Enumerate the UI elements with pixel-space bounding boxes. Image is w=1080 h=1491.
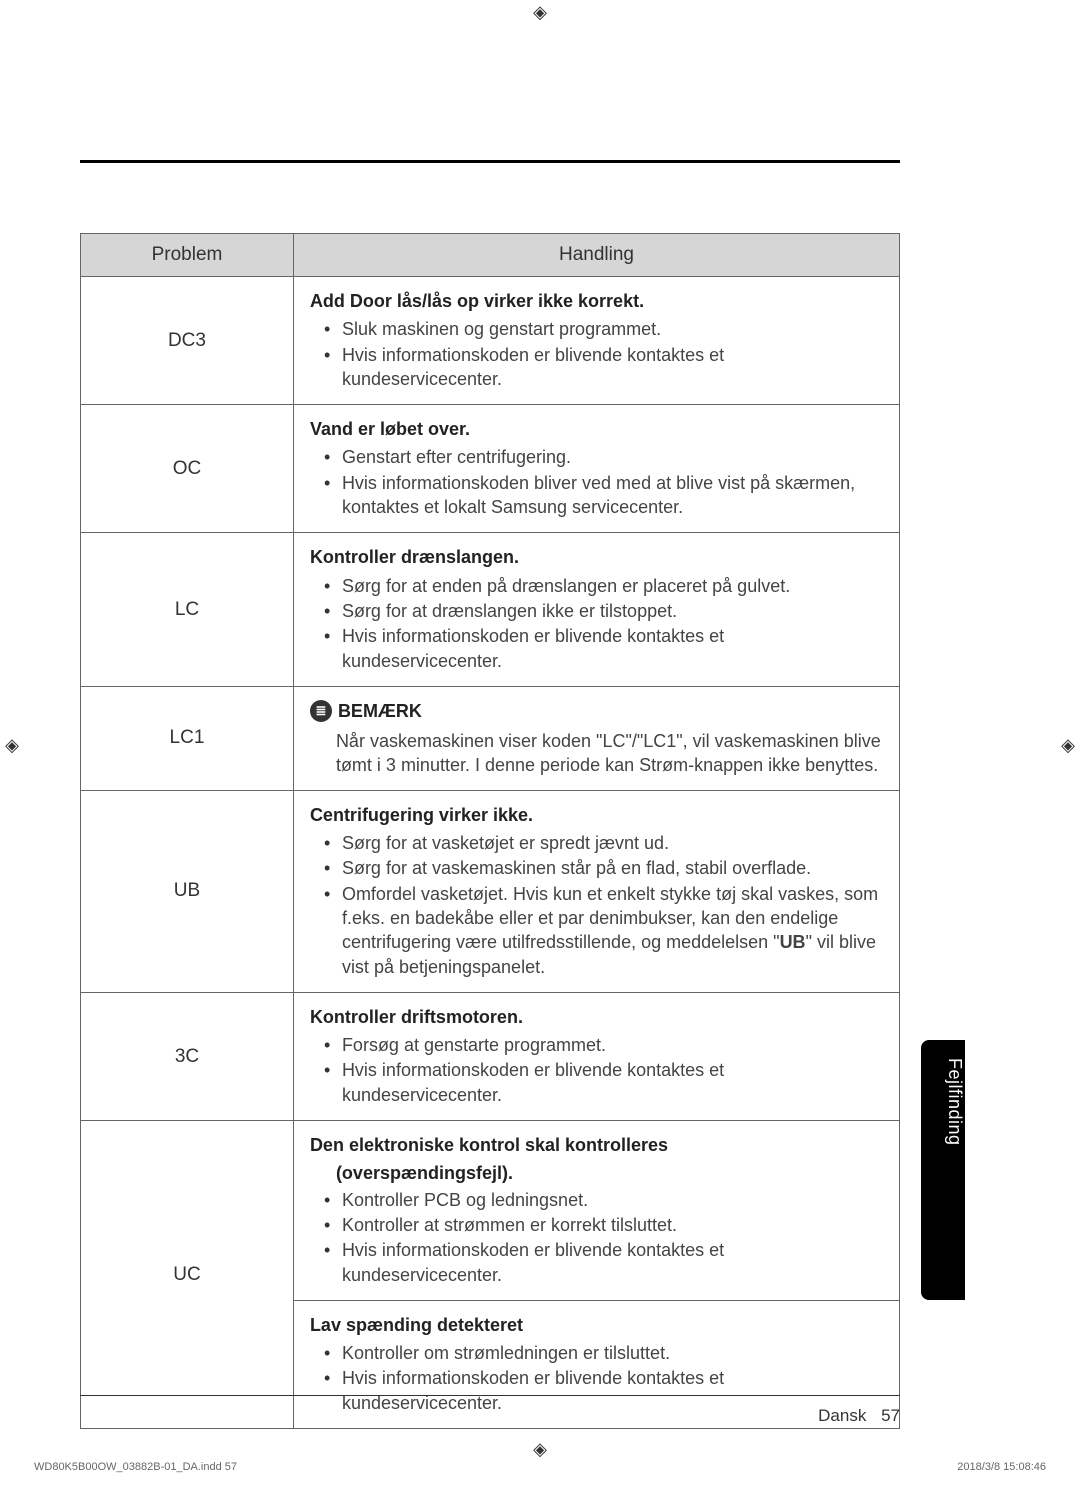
action-title: Kontroller drænslangen. bbox=[310, 545, 883, 569]
table-header-action: Handling bbox=[293, 234, 899, 277]
action-title: Vand er løbet over. bbox=[310, 417, 883, 441]
code-cell: 3C bbox=[81, 992, 294, 1120]
code-cell: LC bbox=[81, 533, 294, 686]
bullet-item: Hvis informationskoden bliver ved med at… bbox=[310, 471, 883, 520]
bullet-item: Hvis informationskoden er blivende konta… bbox=[310, 343, 883, 392]
top-rule bbox=[80, 160, 900, 163]
bullet-item: Sørg for at vasketøjet er spredt jævnt u… bbox=[310, 831, 883, 855]
action-bullets: Forsøg at genstarte programmet. Hvis inf… bbox=[310, 1033, 883, 1107]
bullet-item: Hvis informationskoden er blivende konta… bbox=[310, 1366, 883, 1415]
print-footer-right: 2018/3/8 15:08:46 bbox=[957, 1461, 1046, 1473]
table-row: LC1 ≣ BEMÆRK Når vaskemaskinen viser kod… bbox=[81, 686, 900, 790]
section-tab: Fejlfinding bbox=[921, 1040, 965, 1300]
table-body: DC3 Add Door lås/lås op virker ikke korr… bbox=[81, 277, 900, 1429]
action-title: Centrifugering virker ikke. bbox=[310, 803, 883, 827]
code-cell: UC bbox=[81, 1121, 294, 1429]
page-footer: Dansk 57 bbox=[818, 1406, 900, 1426]
table-row: 3C Kontroller driftsmotoren. Forsøg at g… bbox=[81, 992, 900, 1120]
action-bullets: Genstart efter centrifugering. Hvis info… bbox=[310, 445, 883, 519]
bullet-item: Kontroller PCB og ledningsnet. bbox=[310, 1188, 883, 1212]
code-cell: DC3 bbox=[81, 277, 294, 405]
code-cell: OC bbox=[81, 405, 294, 533]
note-header: ≣ BEMÆRK bbox=[310, 699, 883, 723]
troubleshooting-table: Problem Handling DC3 Add Door lås/lås op… bbox=[80, 233, 900, 1429]
action-bullets: Kontroller om strømledningen er tilslutt… bbox=[310, 1341, 883, 1415]
print-footer-left: WD80K5B00OW_03882B-01_DA.indd 57 bbox=[34, 1461, 237, 1473]
table-row: UB Centrifugering virker ikke. Sørg for … bbox=[81, 790, 900, 992]
bullet-item: Genstart efter centrifugering. bbox=[310, 445, 883, 469]
registration-mark-bottom: ◈ bbox=[528, 1437, 552, 1461]
bullet-item: Kontroller at strømmen er korrekt tilslu… bbox=[310, 1213, 883, 1237]
code-cell: UB bbox=[81, 790, 294, 992]
action-title: Kontroller driftsmotoren. bbox=[310, 1005, 883, 1029]
bullet-item: Sørg for at drænslangen ikke er tilstopp… bbox=[310, 599, 883, 623]
action-title-cont: (overspændingsfejl). bbox=[310, 1161, 883, 1185]
bullet-item: Omfordel vasketøjet. Hvis kun et enkelt … bbox=[310, 882, 883, 979]
code-cell: LC1 bbox=[81, 686, 294, 790]
page-content: Problem Handling DC3 Add Door lås/lås op… bbox=[80, 160, 900, 1391]
action-cell: Lav spænding detekteret Kontroller om st… bbox=[293, 1300, 899, 1428]
action-cell: ≣ BEMÆRK Når vaskemaskinen viser koden "… bbox=[293, 686, 899, 790]
registration-mark-top: ◈ bbox=[528, 0, 552, 24]
action-cell: Centrifugering virker ikke. Sørg for at … bbox=[293, 790, 899, 992]
bullet-item: Sluk maskinen og genstart programmet. bbox=[310, 317, 883, 341]
action-cell: Vand er løbet over. Genstart efter centr… bbox=[293, 405, 899, 533]
action-title: Den elektroniske kontrol skal kontroller… bbox=[310, 1133, 883, 1157]
table-row: UC Den elektroniske kontrol skal kontrol… bbox=[81, 1121, 900, 1301]
action-bullets: Kontroller PCB og ledningsnet. Kontrolle… bbox=[310, 1188, 883, 1287]
registration-mark-left: ◈ bbox=[0, 734, 24, 758]
bullet-item: Hvis informationskoden er blivende konta… bbox=[310, 1238, 883, 1287]
action-cell: Den elektroniske kontrol skal kontroller… bbox=[293, 1121, 899, 1301]
bullet-item: Kontroller om strømledningen er tilslutt… bbox=[310, 1341, 883, 1365]
note-label: BEMÆRK bbox=[338, 699, 422, 723]
action-cell: Add Door lås/lås op virker ikke korrekt.… bbox=[293, 277, 899, 405]
footer-page-number: 57 bbox=[881, 1406, 900, 1425]
bullet-item: Sørg for at vaskemaskinen står på en fla… bbox=[310, 856, 883, 880]
bullet-item: Hvis informationskoden er blivende konta… bbox=[310, 1058, 883, 1107]
bottom-rule bbox=[80, 1395, 900, 1396]
footer-lang: Dansk bbox=[818, 1406, 866, 1425]
table-header-problem: Problem bbox=[81, 234, 294, 277]
table-row: LC Kontroller drænslangen. Sørg for at e… bbox=[81, 533, 900, 686]
action-title: Add Door lås/lås op virker ikke korrekt. bbox=[310, 289, 883, 313]
action-title: Lav spænding detekteret bbox=[310, 1313, 883, 1337]
table-row: DC3 Add Door lås/lås op virker ikke korr… bbox=[81, 277, 900, 405]
bullet-item: Hvis informationskoden er blivende konta… bbox=[310, 624, 883, 673]
action-bullets: Sluk maskinen og genstart programmet. Hv… bbox=[310, 317, 883, 391]
table-row: OC Vand er løbet over. Genstart efter ce… bbox=[81, 405, 900, 533]
registration-mark-right: ◈ bbox=[1056, 734, 1080, 758]
bullet-item: Forsøg at genstarte programmet. bbox=[310, 1033, 883, 1057]
action-bullets: Sørg for at vasketøjet er spredt jævnt u… bbox=[310, 831, 883, 979]
action-cell: Kontroller drænslangen. Sørg for at ende… bbox=[293, 533, 899, 686]
note-icon: ≣ bbox=[310, 700, 332, 722]
bullet-item: Sørg for at enden på drænslangen er plac… bbox=[310, 574, 883, 598]
action-cell: Kontroller driftsmotoren. Forsøg at gens… bbox=[293, 992, 899, 1120]
action-bullets: Sørg for at enden på drænslangen er plac… bbox=[310, 574, 883, 673]
note-body: Når vaskemaskinen viser koden "LC"/"LC1"… bbox=[310, 729, 883, 778]
